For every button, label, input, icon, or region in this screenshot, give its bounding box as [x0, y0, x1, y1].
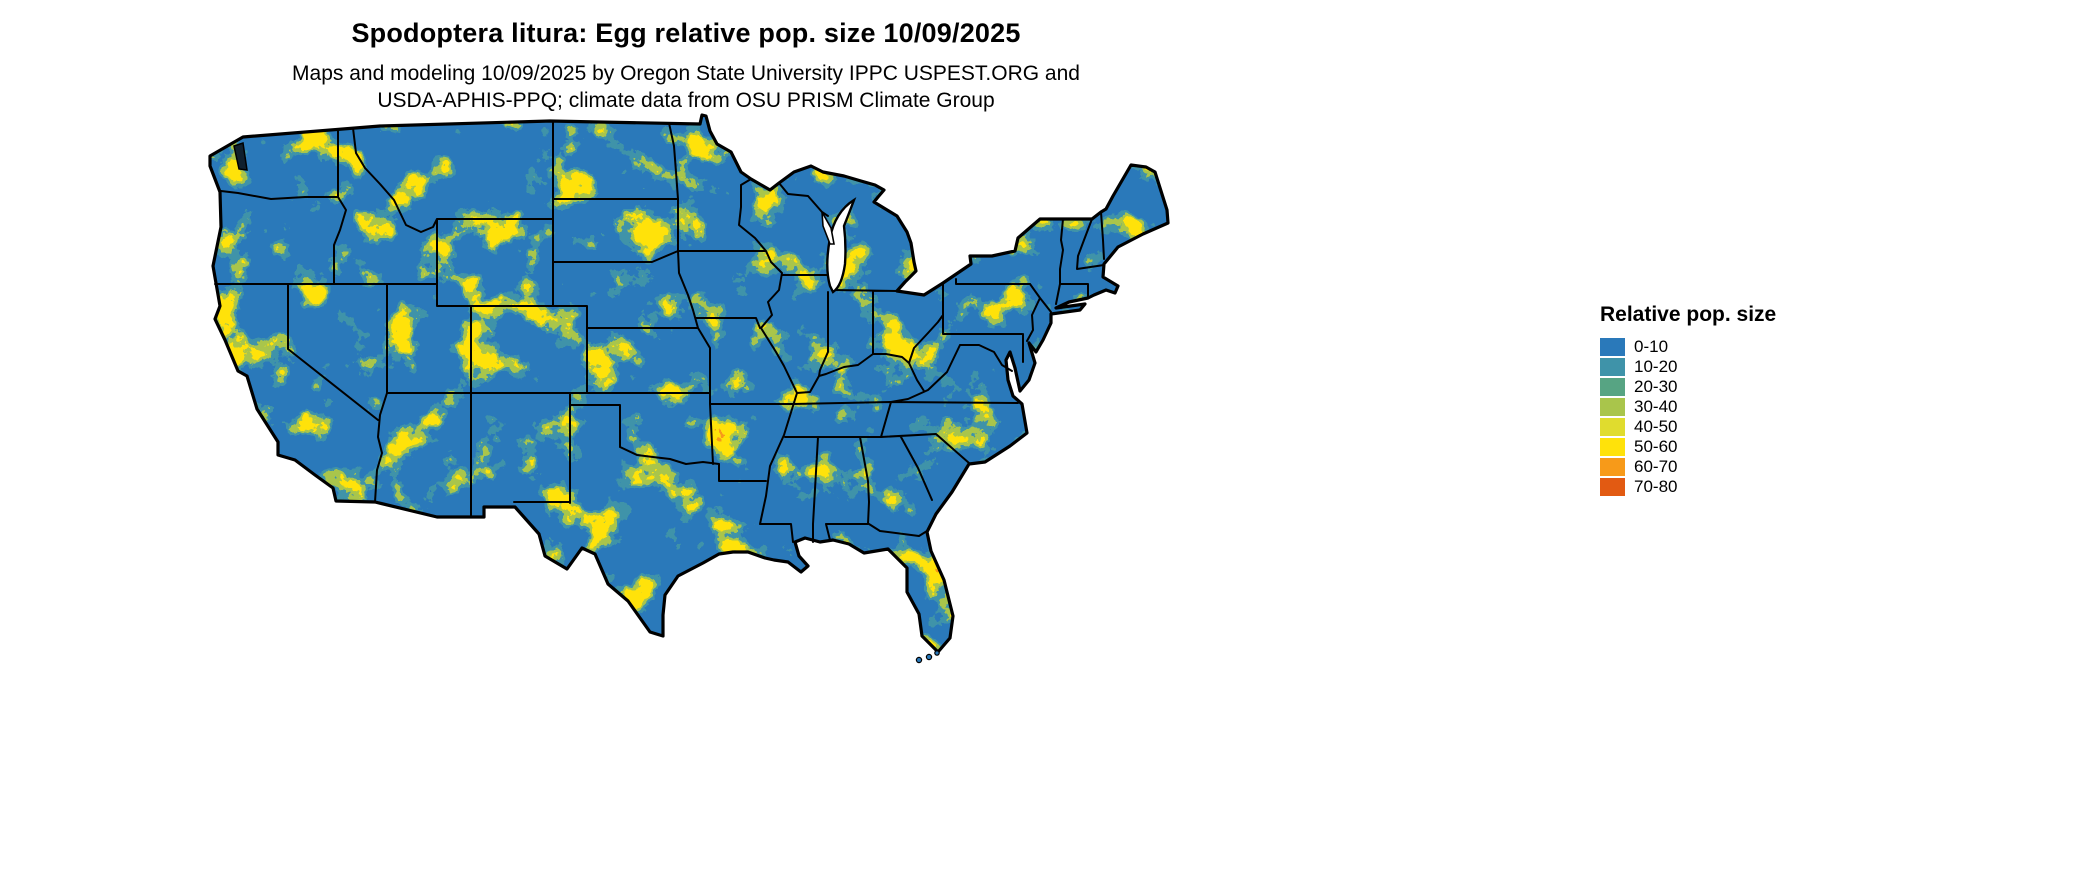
legend-swatch	[1600, 398, 1625, 416]
legend-label: 30-40	[1634, 397, 1678, 416]
florida-key-island	[925, 653, 933, 661]
legend-swatch	[1600, 478, 1625, 496]
legend-swatch	[1600, 378, 1625, 396]
legend-item: 0-10	[1600, 337, 1776, 357]
legend-item: 10-20	[1600, 357, 1776, 377]
legend-title: Relative pop. size	[1600, 303, 1777, 326]
green-bay	[821, 211, 835, 245]
legend-label: 40-50	[1634, 417, 1678, 436]
subtitle-line-2: USDA-APHIS-PPQ; climate data from OSU PR…	[377, 89, 995, 112]
legend-item: 70-80	[1600, 477, 1776, 497]
legend-item: 20-30	[1600, 377, 1776, 397]
legend-label: 0-10	[1634, 337, 1669, 356]
florida-key-island	[915, 656, 923, 664]
legend-label: 10-20	[1634, 357, 1678, 376]
legend-item: 50-60	[1600, 437, 1776, 457]
florida-key-island	[934, 650, 940, 656]
state-borders	[214, 120, 1105, 543]
legend-item: 40-50	[1600, 417, 1776, 437]
legend-label: 50-60	[1634, 437, 1678, 456]
puget-sound	[233, 142, 248, 171]
legend-label: 60-70	[1634, 457, 1678, 476]
page-subtitle: Maps and modeling 10/09/2025 by Oregon S…	[0, 60, 1372, 114]
legend-label: 70-80	[1634, 477, 1678, 496]
legend-swatch	[1600, 338, 1625, 356]
legend-item: 60-70	[1600, 457, 1776, 477]
us-outline	[208, 113, 1170, 654]
legend-item: 30-40	[1600, 397, 1776, 417]
legend-swatch	[1600, 418, 1625, 436]
legend-swatch	[1600, 458, 1625, 476]
florida-keys	[915, 650, 940, 664]
legend-swatch	[1600, 358, 1625, 376]
subtitle-line-1: Maps and modeling 10/09/2025 by Oregon S…	[292, 62, 1080, 85]
page-title: Spodoptera litura: Egg relative pop. siz…	[351, 18, 1021, 48]
legend-label: 20-30	[1634, 377, 1678, 396]
legend-swatch	[1600, 438, 1625, 456]
map-legend: Relative pop. size 0-10 10-20 20-30 30-4…	[1600, 303, 1776, 497]
